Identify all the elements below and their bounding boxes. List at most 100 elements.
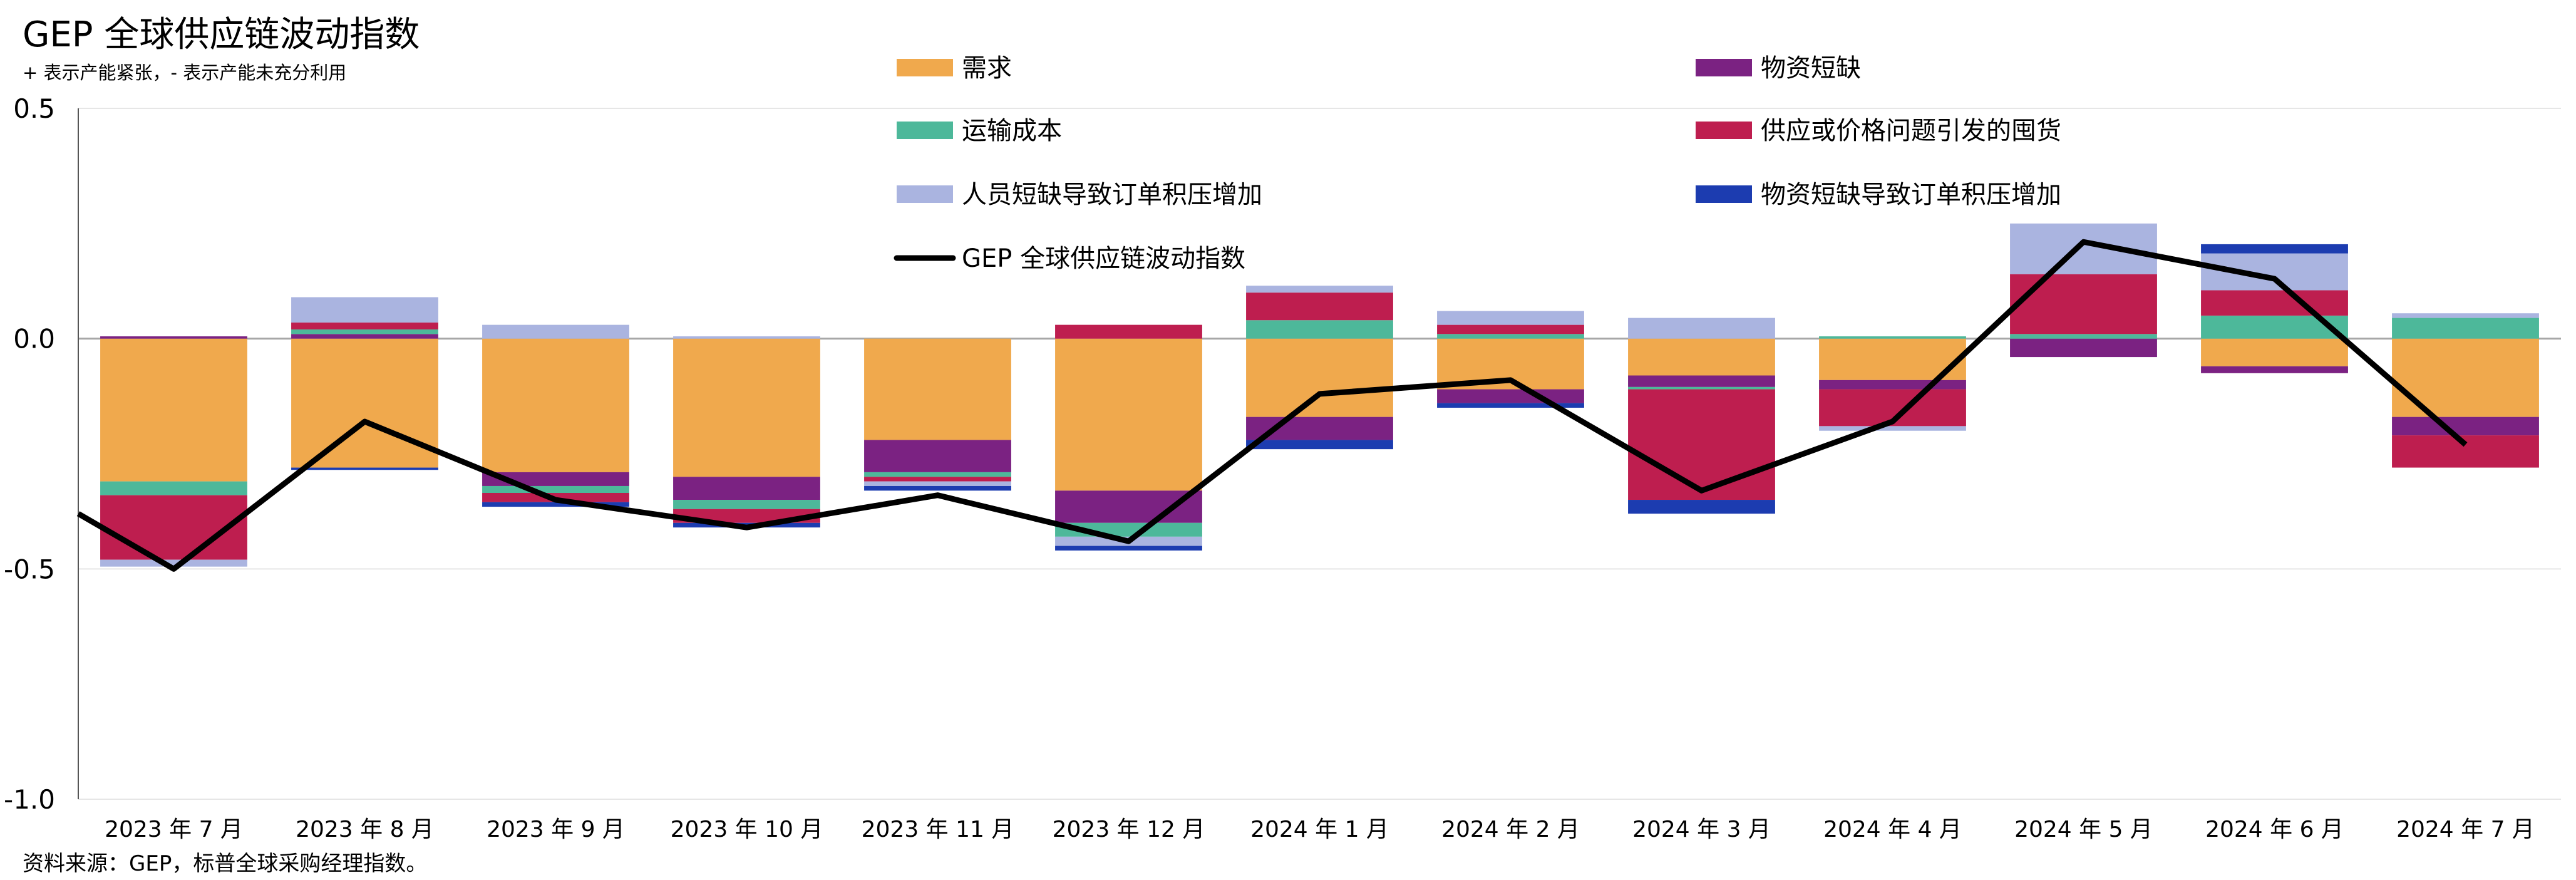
bar-segment — [2392, 417, 2539, 436]
x-axis: 2023 年 7 月 2023 年 8 月 2023 年 9 月 2023 年 10 … — [105, 817, 2535, 842]
bar-segment — [2010, 334, 2157, 339]
chart-title: GEP 全球供应链波动指数 — [23, 14, 420, 55]
legend-swatch — [897, 122, 953, 139]
x-tick-label: 2023 年 8 月 — [296, 817, 434, 842]
bar-segment — [1437, 311, 1584, 325]
bar-segment — [2201, 366, 2348, 373]
bar-segment — [291, 467, 438, 470]
bar-segment — [100, 559, 247, 567]
bar-segment — [1246, 286, 1393, 293]
bar-segment — [1437, 389, 1584, 403]
bar-segment — [291, 297, 438, 323]
bar-segment — [1628, 389, 1775, 500]
x-tick-label: 2024 年 3 月 — [1632, 817, 1771, 842]
x-tick-label: 2023 年 7 月 — [105, 817, 243, 842]
bar-segment — [100, 338, 247, 482]
bar-segment — [482, 502, 629, 507]
chart-subtitle: + 表示产能紧张，- 表示产能未充分利用 — [23, 62, 346, 83]
x-tick-label: 2024 年 7 月 — [2396, 817, 2535, 842]
bar-segment — [1055, 546, 1202, 551]
bar-segment — [864, 481, 1011, 486]
bar-segment — [1628, 375, 1775, 387]
x-tick-label: 2024 年 4 月 — [1823, 817, 1962, 842]
y-tick-label: -1.0 — [4, 784, 55, 815]
x-tick-label: 2024 年 5 月 — [2014, 817, 2153, 842]
bar-segment — [100, 336, 247, 339]
bar-segment — [864, 477, 1011, 482]
bar-segment — [291, 338, 438, 468]
index-line — [76, 239, 2468, 572]
legend-item: 人员短缺导致订单积压增加 — [897, 180, 1262, 209]
y-tick-label: 0.0 — [13, 324, 55, 355]
legend-label: 供应或价格问题引发的囤货 — [1761, 116, 2061, 145]
bar-segment — [291, 334, 438, 339]
bar-segment — [673, 477, 820, 500]
bar-segment — [2201, 290, 2348, 316]
x-tick-label: 2023 年 10 月 — [671, 817, 823, 842]
legend-label: 需求 — [962, 54, 1012, 83]
bar-segment — [291, 329, 438, 334]
y-tick-label: 0.5 — [13, 93, 55, 124]
legend-swatch — [897, 185, 953, 203]
bar-segment — [1819, 336, 1966, 339]
legend-label: 物资短缺导致订单积压增加 — [1761, 180, 2061, 209]
y-tick-label: -0.5 — [4, 554, 55, 584]
legend-label: 人员短缺导致订单积压增加 — [962, 180, 1262, 209]
x-tick-label: 2023 年 12 月 — [1053, 817, 1205, 842]
legend-item: 供应或价格问题引发的囤货 — [1696, 116, 2061, 145]
bar-segment — [1628, 338, 1775, 376]
legend-item: 物资短缺导致订单积压增加 — [1696, 180, 2061, 209]
index-line-path — [76, 239, 2468, 572]
bar-segment — [864, 338, 1011, 440]
bar-segment — [100, 481, 247, 495]
legend-swatch — [1696, 59, 1752, 76]
bar-segment — [2010, 223, 2157, 274]
x-tick-label: 2024 年 1 月 — [1250, 817, 1389, 842]
legend-swatch — [1696, 122, 1752, 139]
bar-segment — [482, 485, 629, 494]
bar-segment — [1246, 440, 1393, 450]
legend-label: 物资短缺 — [1761, 54, 1861, 83]
chart-footnote: 资料来源：GEP，标普全球采购经理指数。 — [23, 851, 427, 876]
bar-segment — [482, 324, 629, 339]
bar-segment — [1437, 324, 1584, 334]
bar-segment — [2201, 244, 2348, 254]
y-axis: 0.5 0.0 -0.5 -1.0 — [4, 93, 79, 815]
bars — [100, 223, 2539, 567]
bar-segment — [864, 485, 1011, 491]
legend-item: GEP 全球供应链波动指数 — [894, 244, 1245, 273]
bar-segment — [1246, 338, 1393, 417]
bar-segment — [2392, 313, 2539, 318]
legend-swatch — [1696, 185, 1752, 203]
bar-segment — [2392, 338, 2539, 417]
bar-segment — [1628, 318, 1775, 339]
bar-segment — [2010, 274, 2157, 334]
bar-segment — [1246, 292, 1393, 321]
bar-segment — [2201, 253, 2348, 291]
legend-item: 需求 — [897, 54, 1012, 83]
bar-segment — [1055, 338, 1202, 491]
legend-swatch — [897, 59, 953, 76]
bar-segment — [2010, 338, 2157, 358]
bar-segment — [1628, 386, 1775, 390]
legend-item: 物资短缺 — [1696, 54, 1861, 83]
bar-segment — [673, 500, 820, 509]
bar-segment — [2392, 318, 2539, 339]
bar-segment — [1055, 490, 1202, 523]
bar-segment — [2201, 338, 2348, 366]
bar-segment — [2392, 435, 2539, 468]
bar-segment — [482, 338, 629, 472]
x-tick-label: 2024 年 2 月 — [1441, 817, 1580, 842]
bar-segment — [864, 440, 1011, 472]
x-tick-label: 2023 年 9 月 — [487, 817, 625, 842]
bar-segment — [864, 472, 1011, 477]
bar-segment — [1246, 320, 1393, 339]
legend-label: GEP 全球供应链波动指数 — [962, 244, 1245, 273]
bar-segment — [1819, 380, 1966, 390]
bar-segment — [673, 338, 820, 477]
x-tick-label: 2024 年 6 月 — [2205, 817, 2344, 842]
bar-segment — [1819, 426, 1966, 431]
bar-segment — [1437, 403, 1584, 408]
